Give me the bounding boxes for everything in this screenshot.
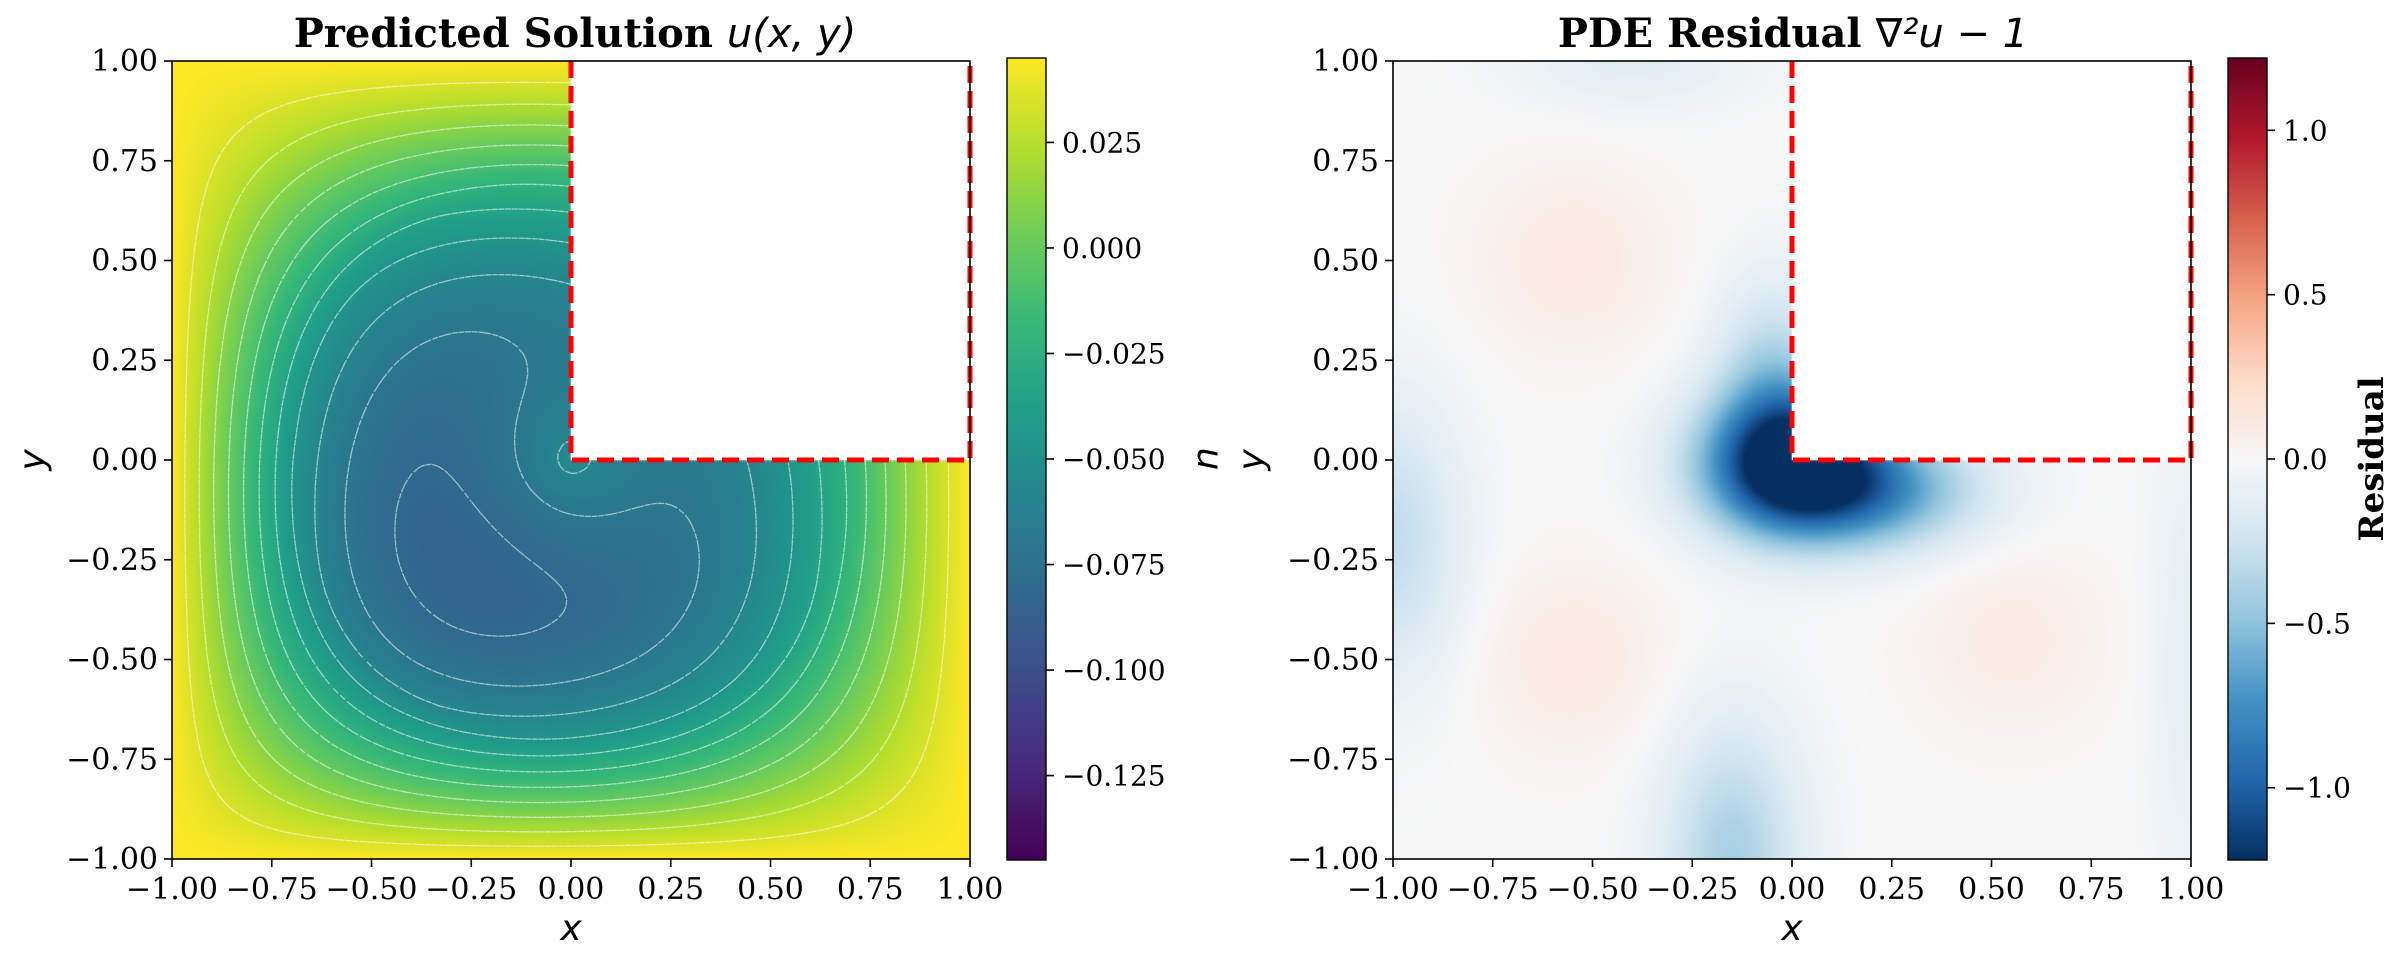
residual-y-tick-label: −0.25 xyxy=(1287,543,1379,578)
solution-x-tick-label: 0.00 xyxy=(538,872,605,907)
solution-colorbar-label: u xyxy=(1189,448,1230,471)
solution-contour-line xyxy=(242,163,868,789)
solution-contour-line xyxy=(198,103,928,833)
solution-y-tick-label: −0.25 xyxy=(66,543,158,578)
residual-y-tick-label: 0.25 xyxy=(1312,343,1379,378)
residual-heatmap xyxy=(1392,60,2194,860)
solution-x-tick-label: 1.00 xyxy=(937,872,1004,907)
solution-x-tick-label: 0.75 xyxy=(837,872,904,907)
solution-contour-line xyxy=(394,463,568,637)
residual-x-tick-label: 0.00 xyxy=(1759,872,1826,907)
solution-colorbar-tick-label: −0.075 xyxy=(1062,549,1166,582)
residual-colorbar-gradient xyxy=(2227,57,2268,861)
residual-x-tick-label: 0.25 xyxy=(1858,872,1925,907)
residual-panel: PDE Residual ∇²u − 1 −1.00 −0.75 −0.50 −0.25… xyxy=(1231,10,2392,949)
residual-colorbar-tick-label: −0.5 xyxy=(2283,607,2351,640)
solution-x-tick-label: 0.50 xyxy=(737,872,804,907)
residual-y-tick-label: −1.00 xyxy=(1287,842,1379,877)
solution-colorbar-ticks: 0.025 0.000 −0.025 −0.050 −0.075 −0.100 −0.125 xyxy=(1046,126,1166,793)
solution-y-tick-label: 1.00 xyxy=(91,44,158,79)
solution-x-tick-label: −0.25 xyxy=(425,872,517,907)
solution-colorbar-tick-label: 0.025 xyxy=(1062,126,1142,159)
solution-colorbar-gradient xyxy=(1006,57,1047,861)
solution-colorbar-tick-label: −0.125 xyxy=(1062,760,1166,793)
solution-x-tick-label: −1.00 xyxy=(126,872,218,907)
solution-x-tick-label: 0.25 xyxy=(637,872,704,907)
residual-x-tick-label: −0.50 xyxy=(1547,872,1639,907)
solution-heatmap xyxy=(171,60,973,860)
solution-x-tick-label: −0.50 xyxy=(326,872,418,907)
residual-y-tick-label: 0.00 xyxy=(1312,443,1379,478)
solution-y-axis: 1.00 0.75 0.50 0.25 0.00 −0.25 −0.50 −0.75 −1.00 xyxy=(66,44,172,877)
residual-colorbar-tick-label: −1.0 xyxy=(2283,772,2351,805)
solution-x-tick-label: −0.75 xyxy=(226,872,318,907)
solution-contour-line xyxy=(258,183,848,773)
solution-colorbar-tick-label: −0.100 xyxy=(1062,654,1166,687)
residual-colorbar-ticks: 1.0 0.5 0.0 −0.5 −1.0 xyxy=(2267,114,2351,805)
residual-x-tick-label: 0.75 xyxy=(2058,872,2125,907)
solution-title: Predicted Solution u(x, y) xyxy=(294,10,857,57)
solution-colorbar-tick-label: 0.000 xyxy=(1062,232,1142,265)
solution-contour-line xyxy=(184,81,950,847)
solution-y-tick-label: −1.00 xyxy=(66,842,158,877)
solution-x-axis: −1.00 −0.75 −0.50 −0.25 0.00 0.25 0.50 0.75 1.00 xyxy=(126,859,1003,907)
residual-colorbar: 1.0 0.5 0.0 −0.5 −1.0 Residual xyxy=(2227,57,2392,861)
residual-y-tick-label: −0.50 xyxy=(1287,643,1379,678)
residual-x-tick-label: −0.25 xyxy=(1646,872,1738,907)
solution-y-tick-label: −0.50 xyxy=(66,643,158,678)
solution-contour-line xyxy=(291,237,794,740)
residual-colorbar-tick-label: 1.0 xyxy=(2283,114,2328,147)
residual-x-label: x xyxy=(1780,908,1803,949)
residual-y-tick-label: 1.00 xyxy=(1312,44,1379,79)
residual-y-tick-label: 0.75 xyxy=(1312,144,1379,179)
residual-x-tick-label: −0.75 xyxy=(1447,872,1539,907)
solution-x-label: x xyxy=(559,908,582,949)
residual-x-tick-label: −1.00 xyxy=(1347,872,1439,907)
solution-y-tick-label: 0.00 xyxy=(91,443,158,478)
residual-colorbar-tick-label: 0.5 xyxy=(2283,279,2328,312)
residual-y-tick-label: 0.50 xyxy=(1312,244,1379,279)
solution-contour-line xyxy=(274,208,823,757)
solution-colorbar-tick-label: −0.050 xyxy=(1062,443,1166,476)
solution-contour-line xyxy=(213,124,907,818)
solution-y-tick-label: 0.50 xyxy=(91,244,158,279)
solution-y-tick-label: −0.75 xyxy=(66,742,158,777)
solution-colorbar: 0.025 0.000 −0.025 −0.050 −0.075 −0.100 −0.125… xyxy=(1006,57,1230,861)
solution-y-tick-label: 0.25 xyxy=(91,343,158,378)
residual-title: PDE Residual ∇²u − 1 xyxy=(1558,10,2028,57)
residual-y-label: y xyxy=(1231,449,1272,472)
solution-excluded-region xyxy=(571,61,970,460)
residual-colorbar-label: Residual xyxy=(2352,376,2392,541)
solution-contour-lines xyxy=(184,81,950,847)
solution-panel: Predicted Solution u(x, y) −1.00 −0.75 −0.5… xyxy=(12,10,1230,949)
residual-x-tick-label: 1.00 xyxy=(2158,872,2225,907)
residual-y-axis: 1.00 0.75 0.50 0.25 0.00 −0.25 −0.50 −0.75 −1.00 xyxy=(1287,44,1393,877)
residual-excluded-region xyxy=(1792,61,2191,460)
solution-colorbar-tick-label: −0.025 xyxy=(1062,337,1166,370)
residual-colorbar-tick-label: 0.0 xyxy=(2283,443,2328,476)
solution-contour-line xyxy=(314,273,758,717)
solution-contour-line xyxy=(227,144,887,804)
residual-x-axis: −1.00 −0.75 −0.50 −0.25 0.00 0.25 0.50 0.75 1.00 xyxy=(1347,859,2224,907)
residual-y-tick-label: −0.75 xyxy=(1287,742,1379,777)
solution-y-label: y xyxy=(12,449,53,472)
residual-x-tick-label: 0.50 xyxy=(1958,872,2025,907)
solution-contour-line xyxy=(344,331,700,687)
solution-y-tick-label: 0.75 xyxy=(91,144,158,179)
